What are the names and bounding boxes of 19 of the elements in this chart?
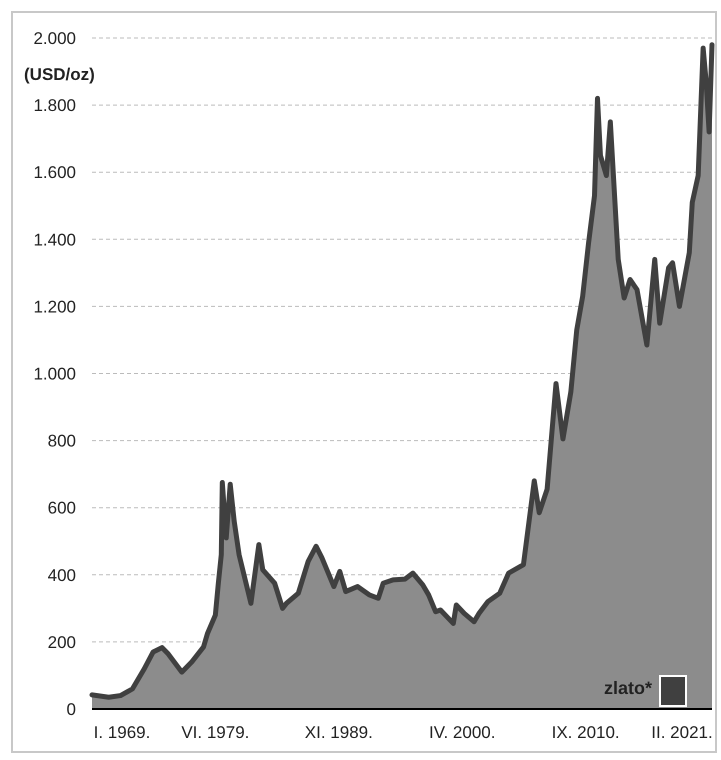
y-tick-label: 600 (48, 498, 76, 518)
y-tick-label: 1.600 (33, 163, 76, 182)
x-tick-label: II. 2021. (651, 723, 713, 742)
y-tick-label: 400 (48, 566, 76, 585)
x-tick-label: IV. 2000. (428, 723, 496, 742)
x-tick-label: I. 1969. (94, 723, 150, 742)
y-tick-label: 1.800 (33, 96, 76, 116)
legend-label: zlato* (604, 678, 652, 698)
y-tick-label: 1.200 (33, 297, 76, 316)
y-axis-title: (USD/oz) (24, 65, 95, 84)
y-tick-label: 1.400 (33, 230, 76, 250)
y-tick-label: 0 (66, 700, 76, 719)
y-tick-label: 200 (48, 632, 76, 652)
x-tick-label: IX. 2010. (552, 723, 620, 742)
y-tick-label: 2.000 (33, 28, 76, 48)
y-tick-label: 1.000 (33, 364, 76, 384)
y-tick-label: 800 (48, 432, 76, 451)
x-tick-label: VI. 1979. (181, 723, 250, 742)
x-tick-label: XI. 1989. (304, 723, 373, 742)
